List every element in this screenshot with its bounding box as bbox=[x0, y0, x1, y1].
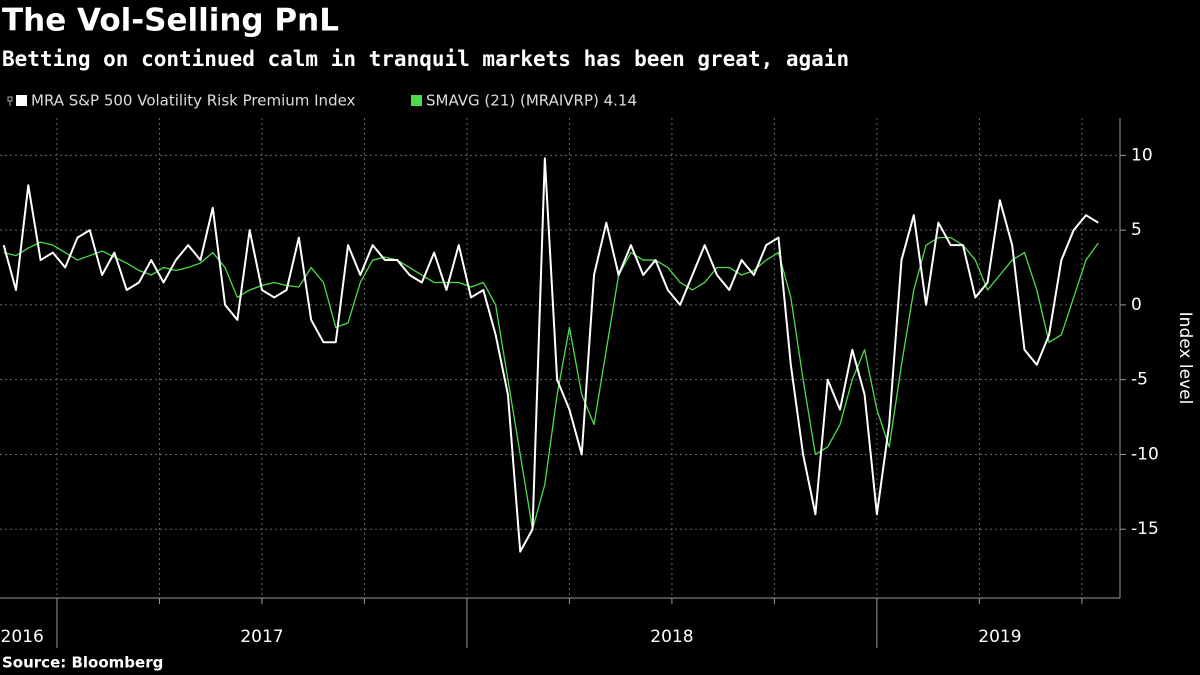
y-tick-label: 5 bbox=[1131, 220, 1142, 240]
chart-title: The Vol-Selling PnL bbox=[2, 3, 339, 39]
legend-swatch bbox=[16, 95, 27, 106]
y-tick-label: 0 bbox=[1131, 295, 1142, 315]
legend: MRA S&P 500 Volatility Risk Premium Inde… bbox=[7, 92, 637, 110]
legend-label: MRA S&P 500 Volatility Risk Premium Inde… bbox=[31, 92, 356, 110]
y-axis-label: Index level bbox=[1175, 312, 1195, 405]
source: Source: Bloomberg bbox=[2, 654, 163, 672]
series-line bbox=[3, 236, 1099, 530]
legend-swatch bbox=[411, 95, 422, 106]
series-line bbox=[2, 157, 1099, 553]
y-tick-label: 10 bbox=[1131, 145, 1153, 165]
legend-label: SMAVG (21) (MRAIVRP) 4.14 bbox=[426, 92, 637, 110]
y-tick-label: -10 bbox=[1131, 444, 1159, 464]
x-tick-label: 2016 bbox=[1, 627, 44, 647]
pin-icon bbox=[7, 96, 13, 106]
chart-subtitle: Betting on continued calm in tranquil ma… bbox=[2, 47, 849, 71]
x-tick-label: 2019 bbox=[978, 627, 1021, 647]
x-tick-label: 2018 bbox=[650, 627, 693, 647]
x-tick-label: 2017 bbox=[240, 627, 283, 647]
y-tick-label: -15 bbox=[1131, 519, 1159, 539]
y-tick-label: -5 bbox=[1131, 370, 1148, 390]
